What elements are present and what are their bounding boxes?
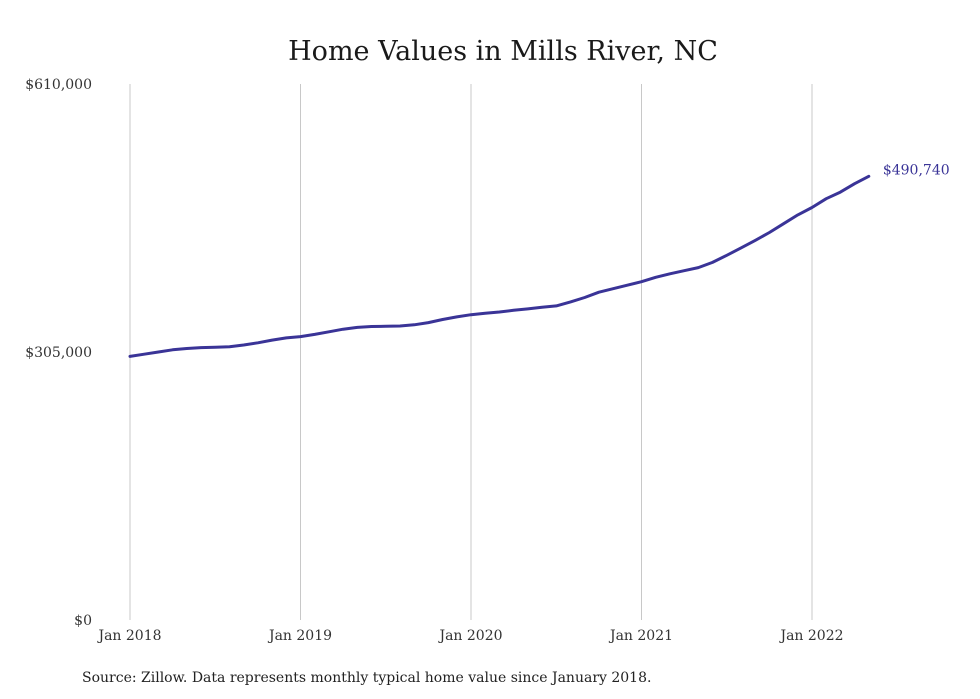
y-axis: $0 $305,000 $610,000 xyxy=(25,77,92,629)
x-tick-label: Jan 2021 xyxy=(608,628,673,644)
x-tick-label: Jan 2022 xyxy=(778,628,843,644)
source-note: Source: Zillow. Data represents monthly … xyxy=(82,670,651,686)
y-tick-label: $0 xyxy=(74,613,92,629)
y-tick-label: $305,000 xyxy=(25,345,92,361)
y-tick-label: $610,000 xyxy=(25,77,92,93)
x-tick-label: Jan 2020 xyxy=(437,628,502,644)
series-group xyxy=(128,174,871,358)
series-line xyxy=(128,174,871,358)
x-tick-label: Jan 2018 xyxy=(96,628,161,644)
end-value-label: $490,740 xyxy=(883,162,950,178)
x-axis: Jan 2018 Jan 2019 Jan 2020 Jan 2021 Jan 2022 xyxy=(96,628,843,644)
x-tick-label: Jan 2019 xyxy=(267,628,332,644)
chart-title: Home Values in Mills River, NC xyxy=(288,36,718,67)
gridlines xyxy=(129,84,813,620)
